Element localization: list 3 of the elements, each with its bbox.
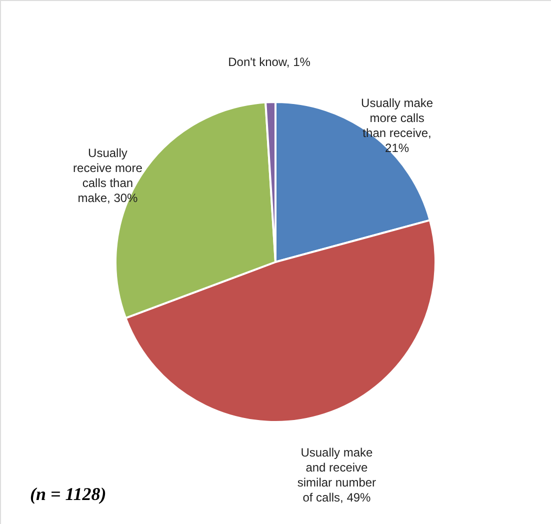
slice-label: Usually make and receive similar number of calls, 49% <box>297 445 376 504</box>
slice-label: Don't know, 1% <box>228 55 311 70</box>
text: (n = 1128) <box>30 484 106 504</box>
